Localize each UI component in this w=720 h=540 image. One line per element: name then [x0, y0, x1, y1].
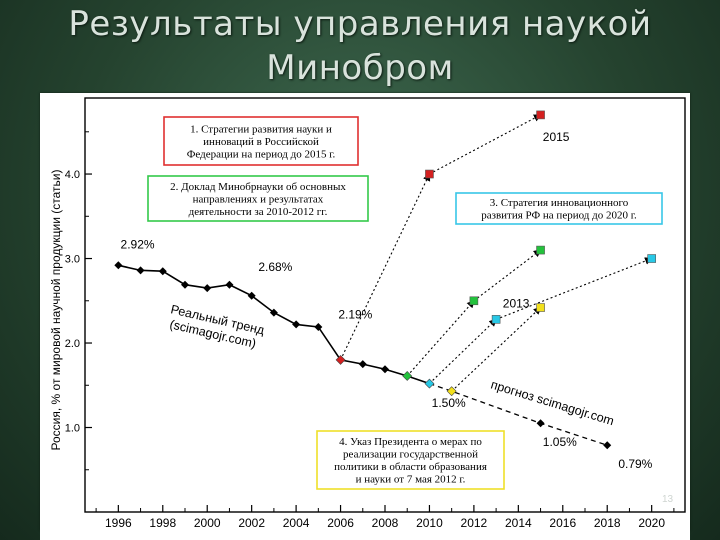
x-tick-label: 2008	[372, 516, 399, 530]
point-labels: 2.92% 2.68% 2.19% 1.50% 1.05% 0.79% 2015 2013	[121, 130, 653, 471]
y-tick-label: 2.0	[65, 338, 80, 350]
slide-number: 13	[662, 494, 674, 505]
point-label: 0.79%	[618, 457, 652, 471]
point-label: 2.19%	[338, 308, 372, 322]
annotation-box	[316, 430, 505, 490]
annotation-line: 2. Доклад Минобрнауки об основных	[170, 181, 346, 193]
series-group	[114, 261, 612, 450]
x-tick-label: 2014	[505, 516, 532, 530]
markers-group	[335, 110, 656, 397]
x-tick-label: 2002	[238, 516, 265, 530]
curve-labels: Реальный тренд(scimagojr.com)прогноз sci…	[168, 302, 615, 428]
x-tick-label: 1996	[105, 516, 132, 530]
x-tick-label: 2000	[194, 516, 221, 530]
axes: 1996 1998 2000 2002 2004 2006 2008 2010 2012 2014…	[49, 97, 686, 530]
point-label: 2.92%	[121, 237, 155, 251]
slide-title-line-1: Результаты управления наукой	[68, 4, 652, 44]
series-point	[536, 419, 545, 428]
projection-arrow	[406, 299, 475, 377]
series-point	[292, 320, 301, 329]
point-label: 2015	[543, 130, 570, 144]
projection-arrow	[429, 318, 497, 384]
projection-arrow	[340, 173, 431, 361]
target-marker	[469, 296, 479, 306]
y-axis-label: Россия, % от мировой научной продукции (…	[49, 170, 63, 451]
series-line-real	[118, 264, 430, 385]
projection-arrow	[495, 257, 653, 320]
annotation-decree-2012: 4. Указ Президента о мерах пореализации …	[316, 430, 505, 490]
target-marker	[491, 315, 501, 324]
annotation-line: инноваций в Российской	[203, 136, 319, 148]
series-point	[114, 261, 123, 270]
annotation-line: 1. Стратегии развития науки и	[190, 123, 332, 135]
target-marker	[536, 303, 545, 312]
target-marker	[425, 169, 434, 179]
projection-arrow	[473, 249, 542, 302]
annotation-line: деятельности за 2010-2012 гг.	[189, 206, 328, 218]
series-point	[203, 284, 212, 293]
x-tick-label: 1998	[149, 516, 176, 530]
series-point	[381, 365, 389, 374]
series-point	[269, 308, 278, 317]
annotation-line: развития РФ на период до 2020 г.	[481, 210, 637, 222]
point-label: 2.68%	[258, 260, 292, 274]
x-tick-label: 2012	[461, 516, 488, 530]
target-marker	[536, 245, 545, 255]
projection-arrows	[340, 114, 653, 392]
series-point	[158, 267, 167, 276]
target-marker	[536, 110, 545, 120]
x-tick-label: 2006	[327, 516, 354, 530]
series-point	[181, 280, 189, 289]
x-tick-label: 2018	[594, 516, 621, 530]
projection-arrow	[429, 114, 542, 175]
target-marker	[647, 254, 656, 263]
x-tick-label: 2010	[416, 516, 443, 530]
series-point	[136, 266, 145, 275]
origin-marker	[446, 386, 457, 397]
origin-marker	[424, 378, 435, 389]
annotation-box	[163, 116, 359, 166]
annotation-line: 4. Указ Президента о мерах по	[339, 436, 482, 448]
point-label: 2013	[503, 297, 530, 311]
annotation-line: реализации государственной	[343, 449, 478, 461]
x-tick-label: 2020	[638, 516, 665, 530]
annotation-line: Федерации на период до 2015 г.	[187, 148, 336, 160]
x-tick-label: 2016	[549, 516, 576, 530]
annotation-line: направлениях и результатах	[193, 193, 324, 205]
y-tick-label: 4.0	[65, 169, 80, 181]
origin-marker	[335, 354, 346, 365]
point-label: 1.50%	[432, 396, 466, 410]
annotation-box	[455, 192, 663, 225]
series-point	[247, 291, 256, 300]
series-point	[603, 441, 612, 450]
x-tick-label: 2004	[283, 516, 310, 530]
series-point	[225, 280, 234, 289]
forecast-label: прогноз scimagojr.com	[489, 377, 616, 428]
annotation-line: политики в области образования	[334, 461, 487, 473]
slide-title: Результаты управления наукой Минобром	[0, 2, 720, 90]
annotation-line: и науки от 7 мая 2012 г.	[356, 474, 466, 486]
annotation-box	[147, 175, 369, 222]
annotation-report-2010-2012: 2. Доклад Минобрнауки об основныхнаправл…	[147, 175, 369, 222]
series-point	[358, 360, 367, 369]
origin-marker	[402, 371, 413, 381]
annotation-line: 3. Стратегия инновационного	[490, 197, 629, 209]
series-point	[314, 322, 323, 331]
point-label: 1.05%	[543, 435, 577, 449]
y-tick-label: 3.0	[65, 254, 80, 266]
plot-panel-bottom	[40, 530, 690, 540]
series-line-forecast	[429, 382, 608, 446]
y-tick-label: 1.0	[65, 423, 80, 435]
slide-title-line-2: Минобром	[266, 48, 454, 88]
